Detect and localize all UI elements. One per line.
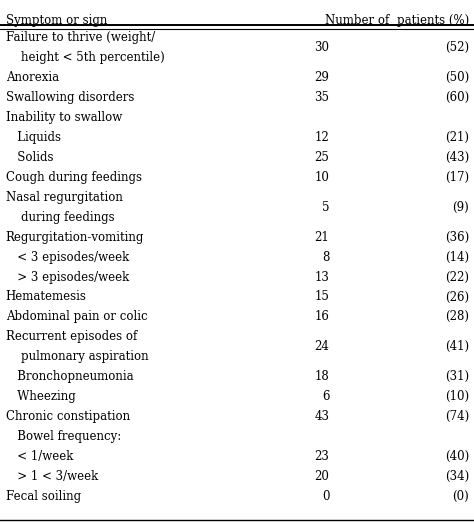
Text: < 1/week: < 1/week — [6, 450, 73, 463]
Text: Anorexia: Anorexia — [6, 71, 59, 84]
Text: Solids: Solids — [6, 151, 53, 164]
Text: 10: 10 — [315, 171, 329, 184]
Text: 30: 30 — [314, 41, 329, 54]
Text: Number of: Number of — [325, 14, 389, 27]
Text: (10): (10) — [445, 390, 469, 403]
Text: Bowel frequency:: Bowel frequency: — [6, 430, 121, 443]
Text: Wheezing: Wheezing — [6, 390, 75, 403]
Text: (50): (50) — [445, 71, 469, 84]
Text: (43): (43) — [445, 151, 469, 164]
Text: 25: 25 — [315, 151, 329, 164]
Text: (17): (17) — [445, 171, 469, 184]
Text: 15: 15 — [315, 290, 329, 303]
Text: 21: 21 — [315, 231, 329, 244]
Text: 13: 13 — [315, 270, 329, 283]
Text: > 3 episodes/week: > 3 episodes/week — [6, 270, 129, 283]
Text: Regurgitation-vomiting: Regurgitation-vomiting — [6, 231, 144, 244]
Text: 0: 0 — [322, 490, 329, 503]
Text: Symptom or sign: Symptom or sign — [6, 14, 107, 27]
Text: 43: 43 — [314, 410, 329, 423]
Text: Abdominal pain or colic: Abdominal pain or colic — [6, 310, 147, 323]
Text: < 3 episodes/week: < 3 episodes/week — [6, 250, 129, 264]
Text: Failure to thrive (weight/: Failure to thrive (weight/ — [6, 31, 155, 45]
Text: Fecal soiling: Fecal soiling — [6, 490, 81, 503]
Text: (26): (26) — [445, 290, 469, 303]
Text: patients (%): patients (%) — [397, 14, 469, 27]
Text: Chronic constipation: Chronic constipation — [6, 410, 130, 423]
Text: height < 5th percentile): height < 5th percentile) — [6, 51, 164, 64]
Text: (31): (31) — [445, 370, 469, 383]
Text: Liquids: Liquids — [6, 131, 61, 144]
Text: (34): (34) — [445, 470, 469, 483]
Text: Bronchopneumonia: Bronchopneumonia — [6, 370, 133, 383]
Text: 8: 8 — [322, 250, 329, 264]
Text: 16: 16 — [315, 310, 329, 323]
Text: Cough during feedings: Cough during feedings — [6, 171, 142, 184]
Text: (36): (36) — [445, 231, 469, 244]
Text: (41): (41) — [445, 340, 469, 353]
Text: (74): (74) — [445, 410, 469, 423]
Text: during feedings: during feedings — [6, 211, 114, 224]
Text: > 1 < 3/week: > 1 < 3/week — [6, 470, 98, 483]
Text: Recurrent episodes of: Recurrent episodes of — [6, 330, 137, 343]
Text: 18: 18 — [315, 370, 329, 383]
Text: Nasal regurgitation: Nasal regurgitation — [6, 191, 123, 204]
Text: (0): (0) — [453, 490, 469, 503]
Text: Hematemesis: Hematemesis — [6, 290, 87, 303]
Text: 20: 20 — [315, 470, 329, 483]
Text: Swallowing disorders: Swallowing disorders — [6, 91, 134, 104]
Text: 29: 29 — [315, 71, 329, 84]
Text: (60): (60) — [445, 91, 469, 104]
Text: (9): (9) — [453, 201, 469, 214]
Text: (28): (28) — [445, 310, 469, 323]
Text: 24: 24 — [315, 340, 329, 353]
Text: (52): (52) — [445, 41, 469, 54]
Text: 12: 12 — [315, 131, 329, 144]
Text: (21): (21) — [445, 131, 469, 144]
Text: 23: 23 — [315, 450, 329, 463]
Text: (22): (22) — [445, 270, 469, 283]
Text: 6: 6 — [322, 390, 329, 403]
Text: 5: 5 — [322, 201, 329, 214]
Text: Inability to swallow: Inability to swallow — [6, 111, 122, 124]
Text: (14): (14) — [445, 250, 469, 264]
Text: (40): (40) — [445, 450, 469, 463]
Text: pulmonary aspiration: pulmonary aspiration — [6, 350, 148, 363]
Text: 35: 35 — [314, 91, 329, 104]
